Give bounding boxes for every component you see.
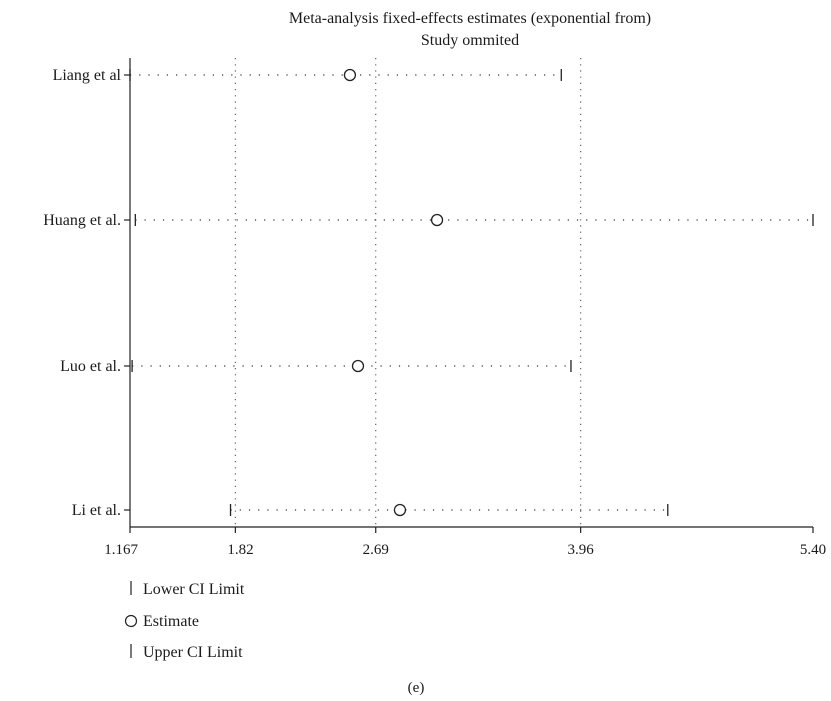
study-label-0: Liang et al bbox=[53, 67, 122, 84]
x-axis-ticks: 1.167 1.82 2.69 3.96 5.40 bbox=[104, 527, 826, 558]
chart-title-line-1: Meta-analysis fixed-effects estimates (e… bbox=[289, 10, 651, 27]
estimate-marker-0 bbox=[343, 68, 357, 82]
study-label-1: Huang et al. bbox=[43, 212, 121, 229]
estimate-marker-1 bbox=[430, 213, 444, 227]
legend: Lower CI Limit Estimate Upper CI Limit bbox=[124, 581, 245, 661]
figure-caption: (e) bbox=[408, 680, 425, 696]
legend-estimate-symbol bbox=[124, 614, 138, 628]
study-markers bbox=[129, 68, 814, 517]
legend-lower-ci-label: Lower CI Limit bbox=[143, 581, 245, 598]
study-label-2: Luo et al. bbox=[60, 358, 121, 375]
legend-estimate-label: Estimate bbox=[143, 613, 199, 630]
chart-title-line-2: Study ommited bbox=[421, 32, 519, 49]
study-label-3: Li et al. bbox=[72, 502, 121, 519]
x-tick-label-4: 5.40 bbox=[800, 542, 826, 558]
legend-upper-ci-label: Upper CI Limit bbox=[143, 644, 243, 661]
x-tick-label-0: 1.167 bbox=[104, 542, 138, 558]
reference-lines bbox=[234, 58, 582, 527]
x-tick-label-3: 3.96 bbox=[568, 542, 595, 558]
ci-lines bbox=[130, 74, 813, 511]
x-tick-label-1: 1.82 bbox=[227, 542, 253, 558]
study-labels: Liang et al Huang et al. Luo et al. Li et a… bbox=[43, 67, 130, 519]
estimate-marker-3 bbox=[393, 503, 407, 517]
estimate-marker-2 bbox=[351, 359, 365, 373]
x-tick-label-2: 2.69 bbox=[363, 542, 389, 558]
